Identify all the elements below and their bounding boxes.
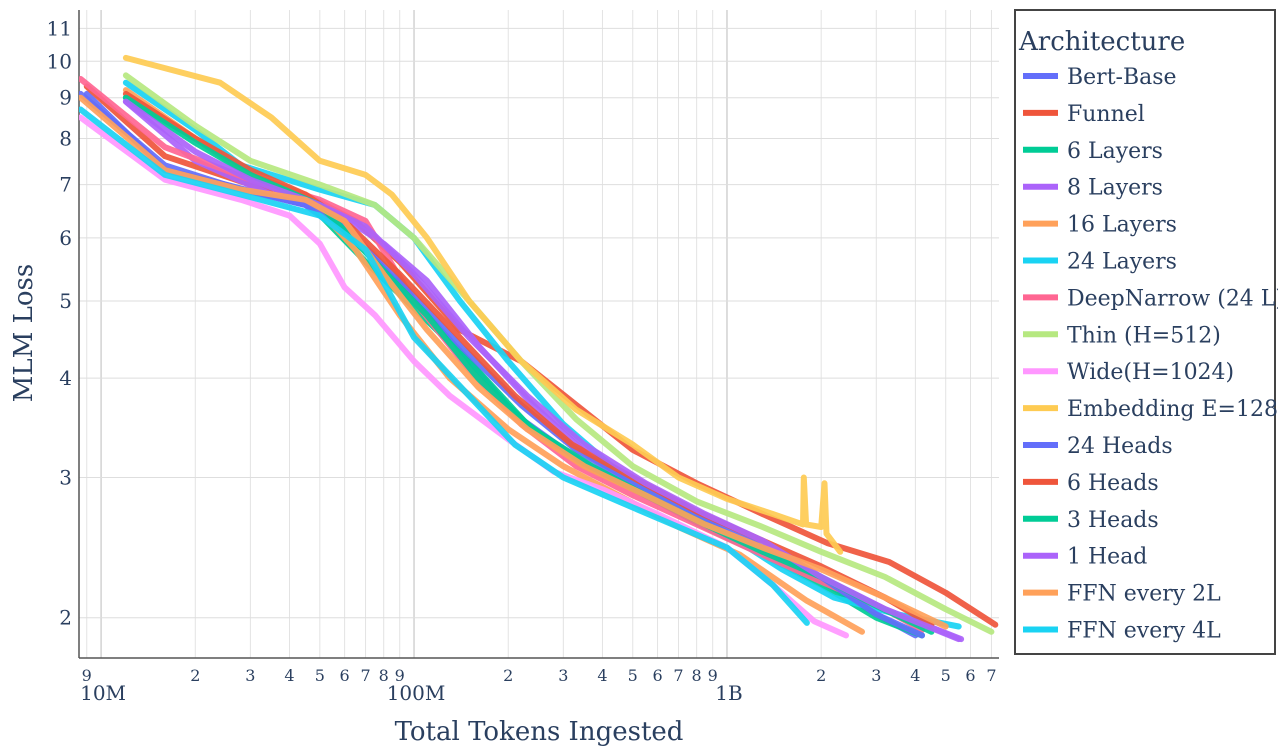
legend-item: Funnel — [1023, 102, 1145, 127]
legend-item: DeepNarrow (24 L) — [1023, 286, 1278, 311]
legend-item: FFN every 4L — [1023, 619, 1221, 644]
y-tick-label: 6 — [59, 226, 72, 250]
x-minor-tick-label: 2 — [816, 666, 826, 685]
legend-item: 8 Layers — [1023, 176, 1163, 201]
series-line-ffn-every-2l — [79, 94, 949, 630]
legend-label: 3 Heads — [1067, 508, 1159, 533]
legend-label: 8 Layers — [1067, 176, 1163, 201]
legend-title: Architecture — [1018, 27, 1185, 57]
x-minor-tick-label: 7 — [360, 666, 370, 685]
series-line-embedding-e-128 — [122, 54, 844, 555]
legend-label: Wide(H=1024) — [1067, 360, 1234, 385]
x-minor-tick-label: 8 — [692, 666, 702, 685]
x-minor-tick-label: 3 — [245, 666, 255, 685]
x-major-tick-label: 1B — [715, 681, 742, 705]
y-tick-label: 7 — [59, 173, 72, 197]
y-tick-label: 8 — [59, 126, 72, 150]
x-minor-tick-label: 7 — [986, 666, 996, 685]
x-minor-tick-label: 3 — [558, 666, 568, 685]
x-minor-tick-label: 4 — [910, 666, 920, 685]
x-minor-tick-label: 9 — [708, 666, 718, 685]
legend-item: Bert-Base — [1023, 65, 1177, 90]
legend-item: Wide(H=1024) — [1023, 360, 1234, 385]
x-minor-tick-label: 4 — [284, 666, 294, 685]
x-minor-tick-label: 6 — [965, 666, 975, 685]
legend-label: Thin (H=512) — [1067, 323, 1221, 348]
legend-label: 24 Layers — [1067, 250, 1177, 275]
legend-item: 16 Layers — [1023, 213, 1177, 238]
series-line-ffn-every-4l — [79, 106, 810, 626]
legend-item: 1 Head — [1023, 545, 1147, 570]
legend-item: 24 Layers — [1023, 250, 1177, 275]
x-minor-tick-label: 6 — [340, 666, 350, 685]
y-axis-ticks: 2 3 4 5 6 7 8 9 10 11 — [47, 16, 72, 629]
legend-item: 6 Layers — [1023, 139, 1163, 164]
legend-label: 24 Heads — [1067, 434, 1173, 459]
legend-item: 24 Heads — [1023, 434, 1173, 459]
legend-label: Funnel — [1067, 102, 1145, 127]
x-minor-tick-label: 3 — [871, 666, 881, 685]
series-line-thin-h-512 — [122, 72, 995, 635]
y-tick-label: 9 — [59, 86, 72, 110]
y-tick-label: 3 — [59, 466, 72, 490]
x-minor-tick-label: 4 — [597, 666, 607, 685]
x-minor-tick-label: 5 — [941, 666, 951, 685]
legend-label: Embedding E=128 — [1067, 397, 1278, 422]
legend-label: FFN every 2L — [1067, 582, 1221, 607]
y-tick-label: 10 — [47, 49, 72, 73]
legend: Architecture Bert-Base Funnel 6 Layers 8 La… — [1014, 9, 1278, 655]
series-line-3-heads — [122, 94, 935, 635]
legend-label: 1 Head — [1067, 545, 1147, 570]
legend-box — [1014, 9, 1276, 655]
legend-item: Thin (H=512) — [1023, 323, 1221, 348]
legend-item: FFN every 2L — [1023, 582, 1221, 607]
x-major-tick-label: 100M — [387, 681, 446, 705]
y-tick-label: 2 — [59, 606, 72, 630]
legend-item: Embedding E=128 — [1023, 397, 1278, 422]
legend-items: Bert-Base Funnel 6 Layers 8 Layers 16 Layers… — [1023, 65, 1278, 644]
series-lines — [79, 54, 999, 643]
y-axis-title: MLM Loss — [9, 264, 39, 402]
legend-item: 3 Heads — [1023, 508, 1159, 533]
legend-label: 6 Layers — [1067, 139, 1163, 164]
x-minor-tick-label: 5 — [628, 666, 638, 685]
x-minor-tick-label: 5 — [315, 666, 325, 685]
x-minor-tick-label: 7 — [673, 666, 683, 685]
x-minor-tick-label: 9 — [395, 666, 405, 685]
series-line-24-layers — [122, 79, 962, 630]
x-minor-tick-label: 2 — [503, 666, 513, 685]
legend-item: 6 Heads — [1023, 471, 1159, 496]
x-axis-title: Total Tokens Ingested — [395, 717, 684, 747]
legend-label: Bert-Base — [1067, 65, 1177, 90]
x-minor-tick-label: 9 — [82, 666, 92, 685]
x-major-tick-label: 10M — [80, 681, 126, 705]
plot-background — [79, 10, 999, 658]
legend-label: 16 Layers — [1067, 213, 1177, 238]
x-minor-tick-label: 2 — [190, 666, 200, 685]
legend-label: 6 Heads — [1067, 471, 1159, 496]
legend-label: DeepNarrow (24 L) — [1067, 286, 1278, 311]
series-line-6-heads — [122, 90, 935, 628]
x-minor-tick-label: 8 — [379, 666, 389, 685]
y-tick-label: 11 — [47, 16, 72, 40]
y-tick-label: 4 — [59, 366, 72, 390]
y-tick-label: 5 — [59, 289, 72, 313]
legend-label: FFN every 4L — [1067, 619, 1221, 644]
x-minor-tick-label: 6 — [652, 666, 662, 685]
